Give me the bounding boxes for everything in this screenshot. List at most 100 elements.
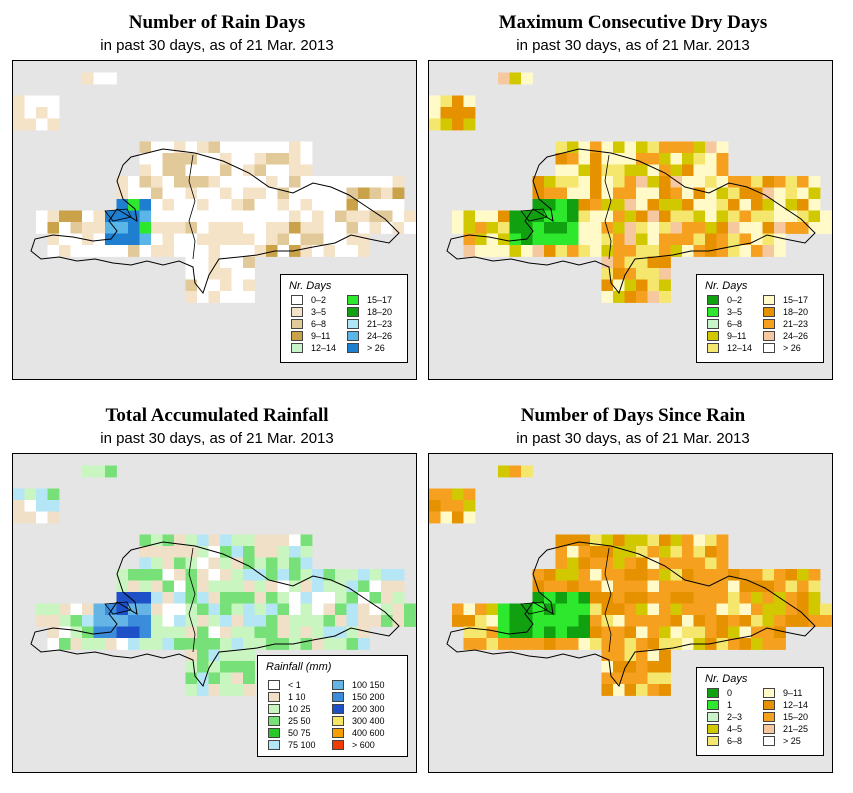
grid-cell	[463, 626, 476, 639]
grid-cell	[785, 592, 798, 604]
grid-cell	[139, 187, 152, 200]
grid-cell	[820, 210, 832, 223]
grid-cell	[174, 210, 186, 223]
grid-cell	[624, 279, 637, 292]
grid-cell	[647, 268, 660, 280]
grid-cell	[254, 199, 267, 211]
grid-cell	[601, 569, 614, 581]
grid-cell	[254, 141, 267, 154]
grid-cell	[174, 615, 186, 627]
grid-cell	[162, 557, 175, 570]
grid-cell	[128, 626, 140, 639]
grid-cell	[544, 245, 556, 257]
grid-cell	[475, 210, 487, 223]
grid-cell	[59, 210, 71, 223]
grid-cell	[774, 615, 786, 627]
legend-label: 1 10	[288, 692, 306, 702]
grid-cell	[716, 569, 729, 581]
grid-cell	[659, 164, 671, 177]
legend-title: Nr. Days	[289, 280, 332, 292]
legend-swatch	[347, 307, 359, 317]
map-rain-days	[12, 60, 417, 380]
grid-cell	[532, 176, 545, 188]
grid-cell	[785, 580, 798, 593]
grid-cell	[197, 603, 209, 616]
grid-cell	[289, 569, 301, 581]
grid-cell	[162, 569, 175, 581]
grid-cell	[162, 233, 175, 246]
grid-cell	[220, 176, 232, 188]
grid-cell	[659, 626, 671, 639]
grid-cell	[705, 580, 717, 593]
grid-cell	[36, 615, 48, 627]
grid-cell	[670, 592, 683, 604]
grid-cell	[300, 141, 313, 154]
legend-label: 75 100	[288, 740, 316, 750]
grid-cell	[392, 199, 405, 211]
grid-cell	[739, 603, 752, 616]
grid-cell	[47, 615, 60, 627]
grid-cell	[220, 245, 232, 257]
grid-cell	[174, 546, 186, 558]
grid-cell	[116, 199, 129, 211]
grid-cell	[208, 279, 221, 292]
grid-cell	[392, 176, 405, 188]
grid-cell	[289, 222, 301, 234]
grid-cell	[392, 222, 405, 234]
grid-cell	[346, 615, 359, 627]
grid-cell	[47, 603, 60, 616]
legend-swatch	[347, 319, 359, 329]
grid-cell	[762, 615, 775, 627]
grid-cell	[220, 291, 232, 303]
grid-cell	[323, 603, 336, 616]
grid-cell	[613, 279, 625, 292]
grid-cell	[555, 557, 568, 570]
grid-cell	[174, 626, 186, 639]
grid-cell	[59, 626, 71, 639]
grid-cell	[289, 557, 301, 570]
grid-cell	[521, 603, 533, 616]
grid-cell	[578, 176, 591, 188]
grid-cell	[797, 569, 809, 581]
grid-cell	[785, 176, 798, 188]
grid-cell	[521, 615, 533, 627]
grid-cell	[475, 603, 487, 616]
grid-cell	[636, 592, 648, 604]
grid-cell	[555, 546, 568, 558]
grid-cell	[762, 210, 775, 223]
grid-cell	[797, 222, 809, 234]
grid-cell	[659, 233, 671, 246]
grid-cell	[452, 615, 464, 627]
grid-cell	[24, 500, 37, 512]
grid-cell	[601, 210, 614, 223]
grid-cell	[231, 153, 244, 165]
grid-cell	[174, 222, 186, 234]
grid-cell	[578, 626, 591, 639]
grid-cell	[254, 176, 267, 188]
grid-cell	[693, 580, 706, 593]
grid-cell	[289, 199, 301, 211]
grid-cell	[590, 638, 602, 650]
grid-cell	[243, 626, 255, 639]
grid-cell	[544, 592, 556, 604]
grid-cell	[128, 580, 140, 593]
grid-cell	[647, 279, 660, 292]
grid-cell	[624, 245, 637, 257]
grid-cell	[452, 488, 464, 501]
grid-cell	[567, 176, 579, 188]
grid-cell	[498, 72, 510, 85]
legend-swatch	[332, 728, 344, 738]
grid-cell	[70, 615, 83, 627]
grid-cell	[567, 603, 579, 616]
grid-cell	[208, 672, 221, 685]
grid-cell	[624, 626, 637, 639]
grid-cell	[601, 153, 614, 165]
grid-cell	[636, 603, 648, 616]
grid-cell	[567, 164, 579, 177]
grid-cell	[381, 222, 393, 234]
legend-label: < 1	[288, 680, 301, 690]
grid-cell	[705, 153, 717, 165]
grid-cell	[151, 546, 163, 558]
legend-swatch	[347, 295, 359, 305]
grid-cell	[429, 107, 441, 119]
